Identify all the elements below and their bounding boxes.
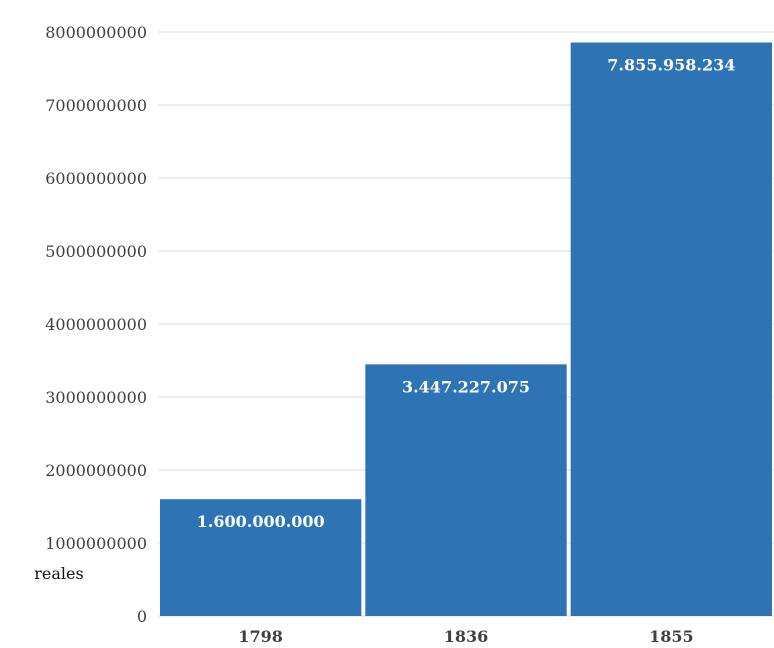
bar-1855 bbox=[570, 42, 772, 616]
x-tick-label: 1855 bbox=[649, 627, 694, 646]
x-axis-ticks: 1798 1836 1855 bbox=[238, 627, 693, 646]
data-label: 1.600.000.000 bbox=[197, 512, 325, 531]
y-tick-label: 1000000000 bbox=[45, 534, 147, 553]
x-tick-label: 1836 bbox=[444, 627, 489, 646]
bar-1836 bbox=[365, 364, 567, 616]
y-axis-ticks: 0 1000000000 2000000000 3000000000 400000000… bbox=[45, 23, 147, 626]
y-tick-label: 2000000000 bbox=[45, 461, 147, 480]
y-tick-label: 4000000000 bbox=[45, 315, 147, 334]
y-tick-label: 7000000000 bbox=[45, 96, 147, 115]
y-tick-label: 3000000000 bbox=[45, 388, 147, 407]
bars bbox=[160, 42, 772, 616]
data-label: 7.855.958.234 bbox=[607, 56, 735, 75]
y-unit-label: reales bbox=[34, 564, 83, 583]
bar-1798 bbox=[160, 499, 362, 616]
data-label: 3.447.227.075 bbox=[402, 377, 530, 396]
y-tick-label: 8000000000 bbox=[45, 23, 147, 42]
y-tick-label: 6000000000 bbox=[45, 169, 147, 188]
y-tick-label: 0 bbox=[137, 607, 147, 626]
data-labels: 1.600.000.000 3.447.227.075 7.855.958.234 bbox=[197, 56, 736, 532]
y-tick-label: 5000000000 bbox=[45, 242, 147, 261]
x-tick-label: 1798 bbox=[238, 627, 283, 646]
